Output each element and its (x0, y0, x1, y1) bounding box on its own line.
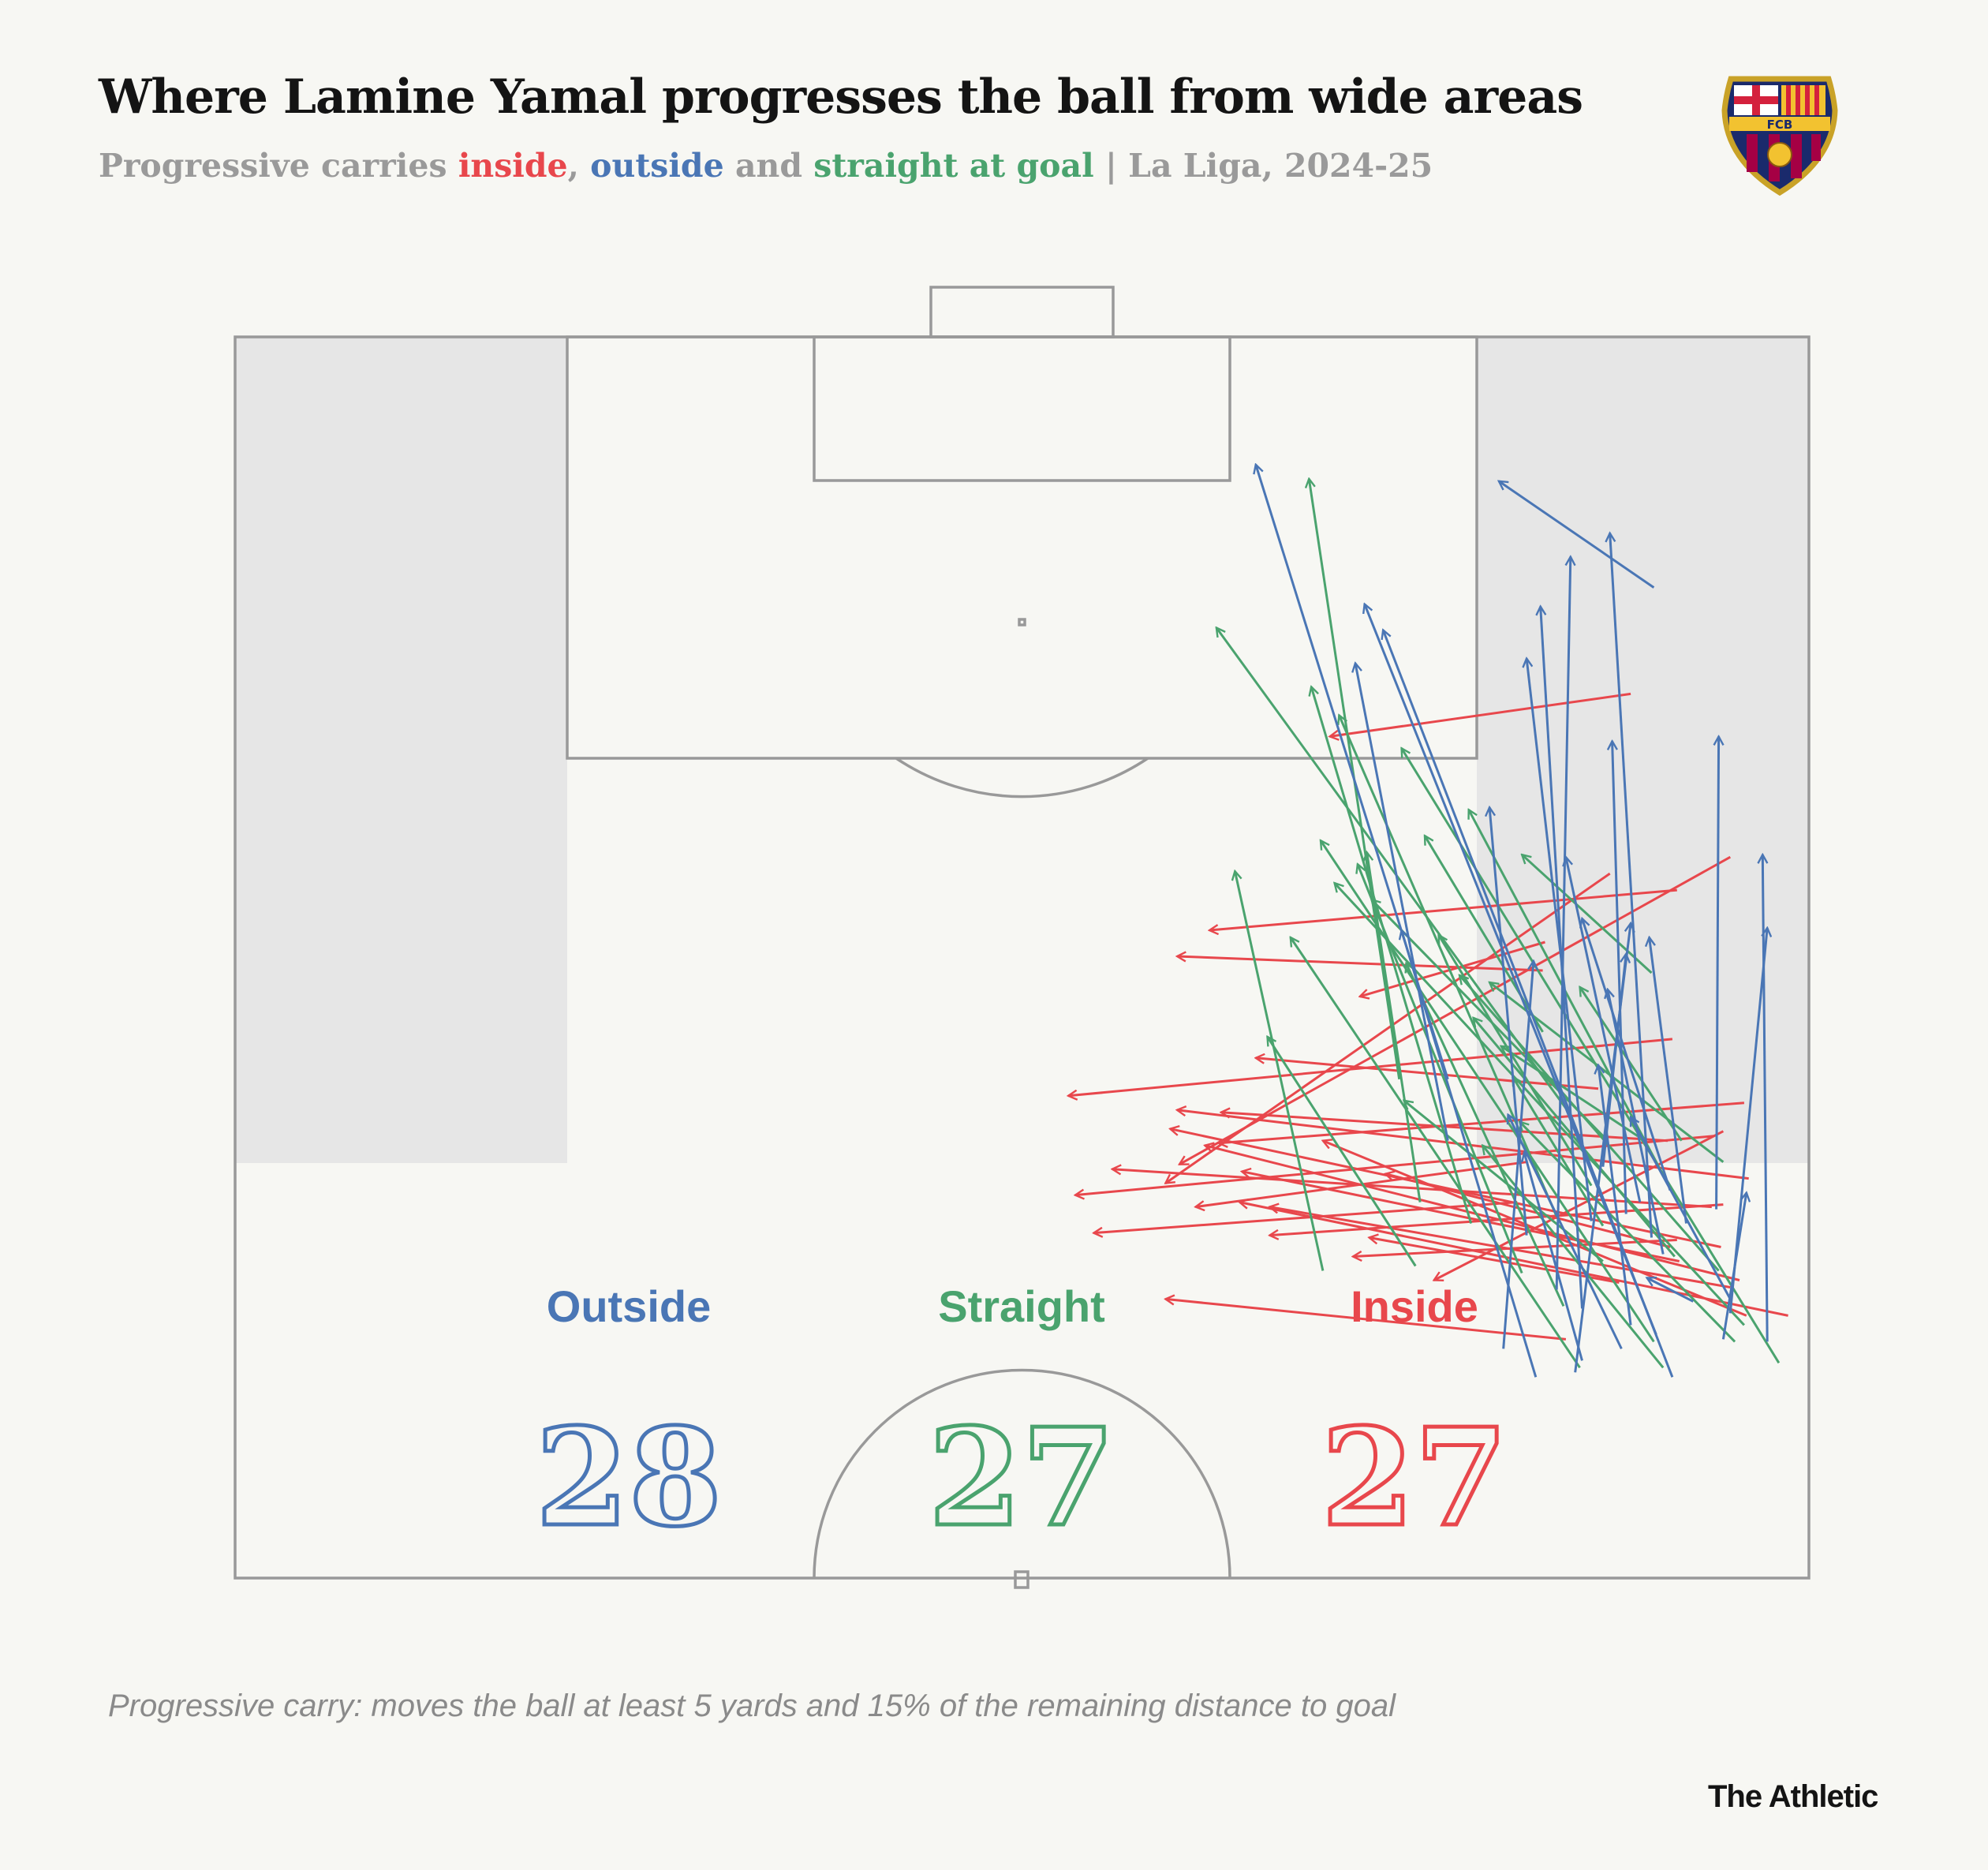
carry-inside-14 (1170, 1129, 1721, 1248)
subtitle-sep1: , (567, 147, 591, 185)
carry-outside-24 (1650, 937, 1687, 1224)
carry-outside-9 (1383, 630, 1674, 1378)
subtitle-sep2: and (723, 147, 814, 185)
carry-straight-11 (1404, 1101, 1604, 1262)
carry-straight-20 (1474, 1018, 1676, 1258)
carry-inside-25 (1360, 941, 1545, 997)
footnote: Progressive carry: moves the ball at lea… (108, 1689, 1396, 1723)
subtitle-inside: inside (458, 147, 568, 185)
carry-outside-26 (1499, 481, 1655, 589)
carry-inside-13 (1239, 1202, 1788, 1317)
carry-inside-4 (1093, 1201, 1518, 1233)
carry-outside-17 (1526, 659, 1593, 1221)
carry-inside-1 (1330, 692, 1631, 736)
carry-outside-22 (1502, 961, 1534, 1349)
carry-straight-14 (1335, 883, 1746, 1326)
legend-block: Outside Straight Inside 28 27 27 (533, 1281, 1510, 1559)
carry-inside-24 (1370, 1238, 1620, 1284)
carry-inside-20 (1165, 872, 1611, 1184)
carry-outside-1 (1647, 1278, 1694, 1303)
carry-outside-2 (1610, 533, 1653, 1238)
carry-straight-22 (1268, 1037, 1417, 1267)
count-straight: 27 (929, 1399, 1115, 1557)
carry-outside-27 (1601, 954, 1626, 1167)
carry-straight-13 (1321, 840, 1655, 1343)
crest-fcb-text: FCB (1767, 118, 1793, 132)
carry-straight-4 (1235, 871, 1325, 1271)
legend-label-outside: Outside (547, 1281, 711, 1331)
carry-straight-6 (1358, 864, 1523, 1274)
carry-outside-23 (1629, 1117, 1732, 1300)
carry-straight-10 (1291, 937, 1581, 1369)
carry-outside-18 (1355, 664, 1449, 1141)
brand-wordmark: The Athletic (1708, 1779, 1878, 1814)
carry-straight-16 (1402, 748, 1781, 1364)
count-inside: 27 (1321, 1399, 1508, 1557)
centre-spot (1014, 1570, 1030, 1589)
six-yard-box (813, 335, 1231, 482)
carry-outside-28 (1721, 1193, 1746, 1340)
carry-outside-4 (1717, 736, 1719, 1210)
carry-straight-25 (1519, 1122, 1736, 1343)
carry-inside-27 (1165, 1299, 1567, 1341)
carry-straight-27 (1580, 987, 1683, 1142)
crest-senyera (1781, 85, 1825, 115)
carry-straight-23 (1439, 935, 1593, 1187)
count-outside: 28 (536, 1399, 723, 1557)
carry-outside-14 (1555, 557, 1571, 1290)
carry-inside-2 (1209, 888, 1677, 930)
goal (929, 286, 1115, 338)
carry-outside-19 (1612, 741, 1627, 1214)
penalty-arc (895, 757, 1149, 798)
carry-inside-26 (1205, 1146, 1740, 1281)
carry-straight-12 (1407, 963, 1565, 1307)
crest-ball-icon (1767, 142, 1792, 167)
chart-title: Where Lamine Yamal progresses the ball f… (99, 69, 1583, 125)
wide-zones (235, 337, 1809, 1163)
carry-outside-7 (1598, 1065, 1632, 1326)
carry-outside-21 (1489, 807, 1528, 1236)
left-wide-zone (235, 337, 567, 1163)
carry-inside-18 (1434, 1130, 1725, 1281)
carry-outside-20 (1524, 1153, 1583, 1361)
subtitle-suffix: | La Liga, 2024-25 (1093, 147, 1433, 185)
carry-straight-24 (1482, 1146, 1665, 1369)
legend-label-inside: Inside (1351, 1281, 1478, 1331)
penalty-spot (1018, 618, 1026, 626)
fc-barcelona-crest-icon: FCB (1721, 76, 1838, 196)
chart-subtitle: Progressive carries inside, outside and … (99, 147, 1433, 185)
carry-outside-3 (1566, 857, 1642, 1202)
pitch-markings (234, 286, 1810, 1589)
subtitle-outside: outside (590, 147, 724, 185)
carry-inside-12 (1177, 956, 1543, 972)
carries-layer (1068, 465, 1788, 1378)
carry-inside-3 (1179, 855, 1732, 1166)
subtitle-straight: straight at goal (813, 147, 1094, 185)
legend-label-straight: Straight (938, 1281, 1105, 1331)
carry-inside-10 (1112, 1169, 1712, 1209)
subtitle-prefix: Progressive carries (99, 147, 458, 185)
centre-circle (813, 1368, 1231, 1579)
carry-outside-10 (1583, 918, 1672, 1191)
